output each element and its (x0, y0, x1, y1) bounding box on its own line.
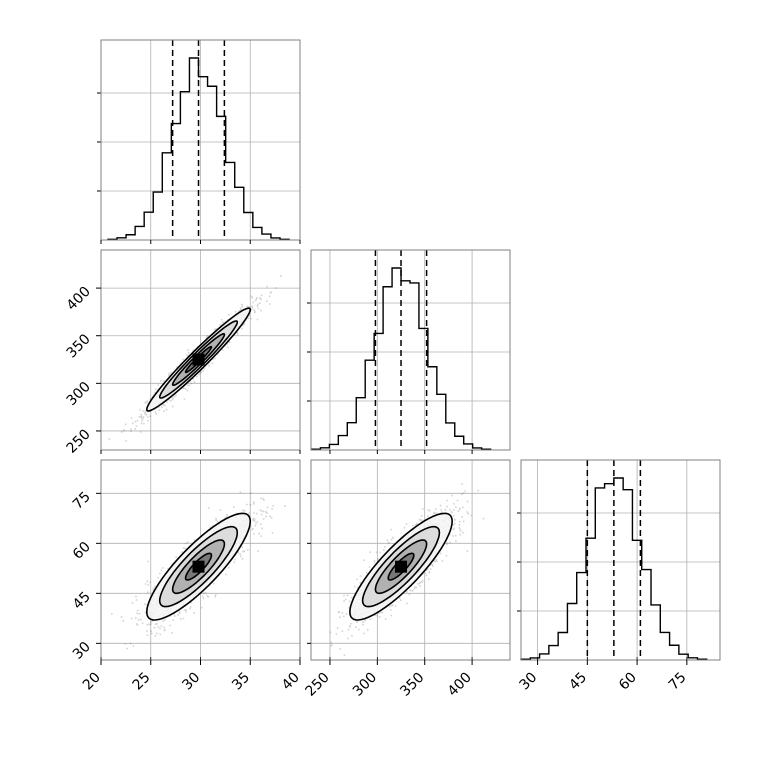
x-tick-label: 60 (616, 670, 640, 694)
x-tick-label: 30 (179, 670, 203, 694)
x-tick-label: 40 (279, 670, 303, 694)
panel-frame (520, 459, 721, 661)
y-tick-label: 350 (64, 331, 94, 361)
x-tick-label: 350 (397, 670, 427, 700)
panel-plot-area (311, 460, 510, 660)
contour-line (158, 320, 239, 399)
scatter-panel-1-3 (100, 459, 301, 661)
histogram-step (107, 57, 290, 241)
x-tick-label: 25 (130, 670, 154, 694)
x-tick-label: 300 (350, 670, 380, 700)
contour-line (387, 552, 415, 581)
y-tick-label: 400 (64, 284, 94, 314)
contour-line (158, 525, 239, 608)
y-tick-label: 30 (70, 639, 94, 663)
hist-panel-3 (517, 459, 721, 661)
contour-line (361, 525, 441, 608)
y-tick-label: 45 (70, 589, 94, 613)
x-tick-label: 250 (303, 670, 333, 700)
x-tick-label: 20 (80, 670, 104, 694)
x-tick-label: 35 (229, 670, 253, 694)
x-tick-label: 45 (566, 670, 590, 694)
contour-line (145, 512, 252, 621)
y-tick-label: 75 (70, 489, 94, 513)
panel-frame (310, 459, 511, 661)
y-tick-label: 300 (64, 379, 94, 409)
contour-line (145, 307, 252, 412)
y-tick-label: 250 (64, 426, 94, 456)
y-tick-label: 60 (70, 539, 94, 563)
contour-line (171, 333, 226, 386)
x-tick-label: 75 (666, 670, 690, 694)
hist-panel-2 (307, 249, 511, 451)
x-tick-label: 400 (445, 670, 475, 700)
x-tick-label: 30 (516, 670, 540, 694)
density-peak (192, 560, 205, 573)
scatter-panel-2-3 (310, 459, 511, 661)
contour-line (171, 539, 226, 595)
hist-panel-1 (97, 39, 301, 241)
contour-line (349, 512, 454, 621)
contour-line (184, 345, 213, 374)
contour-line (184, 552, 213, 581)
scatter-panel-1-2 (100, 249, 301, 451)
panel-plot-area (101, 250, 300, 450)
contour-line (374, 539, 428, 595)
panel-plot-area (101, 460, 300, 660)
density-peak (395, 560, 408, 573)
panel-frame (310, 249, 511, 451)
